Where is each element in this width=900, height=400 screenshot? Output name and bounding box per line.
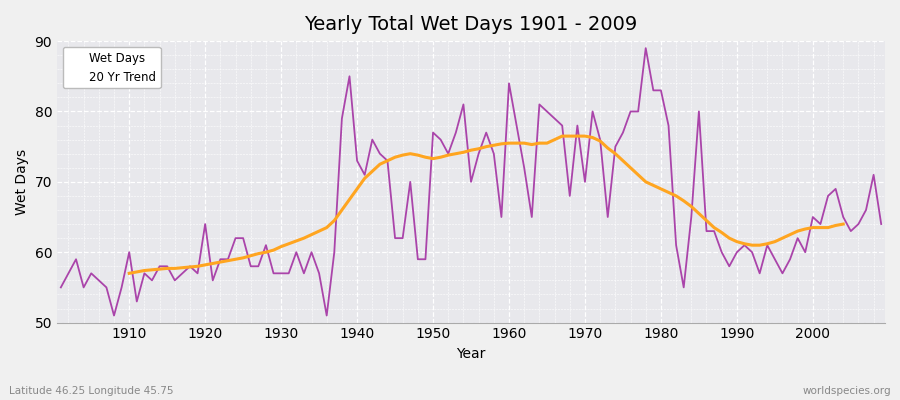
X-axis label: Year: Year <box>456 347 486 361</box>
20 Yr Trend <box>633 172 643 177</box>
Wet Days <box>876 222 886 226</box>
Text: Latitude 46.25 Longitude 45.75: Latitude 46.25 Longitude 45.75 <box>9 386 174 396</box>
Line: Wet Days: Wet Days <box>61 48 881 316</box>
Title: Yearly Total Wet Days 1901 - 2009: Yearly Total Wet Days 1901 - 2009 <box>304 15 637 34</box>
Y-axis label: Wet Days: Wet Days <box>15 149 29 215</box>
Wet Days <box>124 250 135 255</box>
Wet Days <box>640 46 651 50</box>
20 Yr Trend <box>838 222 849 226</box>
20 Yr Trend <box>154 267 165 272</box>
Legend: Wet Days, 20 Yr Trend: Wet Days, 20 Yr Trend <box>63 47 160 88</box>
Wet Days <box>56 285 67 290</box>
Text: worldspecies.org: worldspecies.org <box>803 386 891 396</box>
Wet Days <box>504 81 515 86</box>
Wet Days <box>511 123 522 128</box>
Wet Days <box>109 313 120 318</box>
20 Yr Trend <box>253 251 264 256</box>
20 Yr Trend <box>557 134 568 138</box>
20 Yr Trend <box>124 271 135 276</box>
20 Yr Trend <box>663 190 674 195</box>
Line: 20 Yr Trend: 20 Yr Trend <box>130 136 843 273</box>
Wet Days <box>337 116 347 121</box>
Wet Days <box>602 215 613 220</box>
20 Yr Trend <box>655 186 666 191</box>
20 Yr Trend <box>617 158 628 163</box>
Wet Days <box>291 250 302 255</box>
